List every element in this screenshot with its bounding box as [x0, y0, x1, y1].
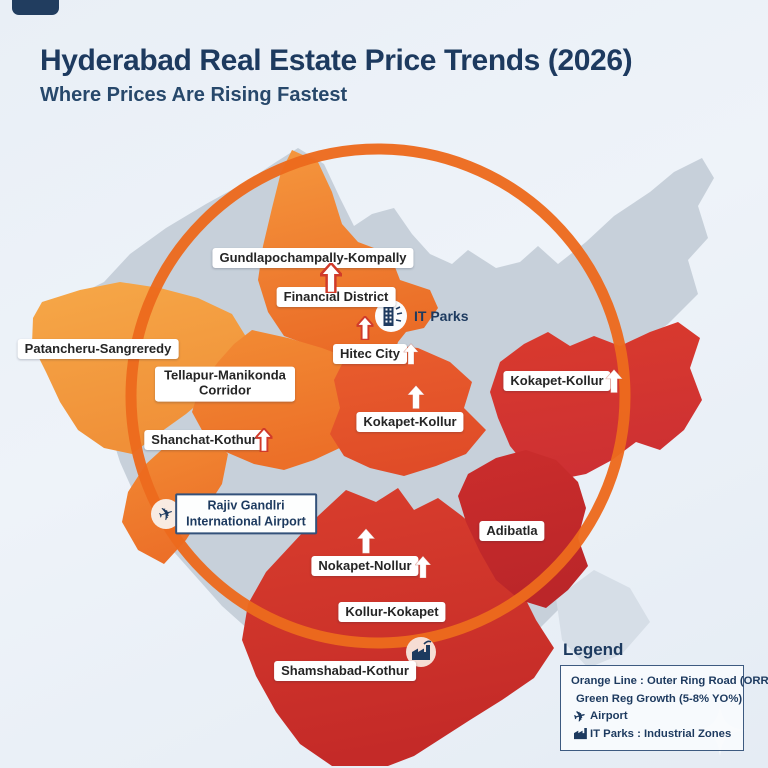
legend-item-growth: Green Reg Growth (5-8% YO%): [569, 691, 742, 709]
legend-heading: Legend: [563, 640, 624, 659]
page-title: Hyderabad Real Estate Price Trends (2026…: [40, 44, 633, 77]
header: Hyderabad Real Estate Price Trends (2026…: [40, 44, 740, 107]
region-label-shamshabad: Shamshabad-Kothur: [274, 661, 416, 681]
region-kokapet-kollur-right: [490, 322, 702, 480]
region-label-financial-district: Financial District: [276, 287, 396, 307]
airport-label-line2: International Airport: [186, 514, 306, 528]
airport-icon: ✈: [151, 499, 181, 529]
region-patancheru-sangreredy: [32, 282, 248, 454]
growth-arrow-icon: [403, 343, 419, 365]
region-label-kokapet-center: Kokapet-Kollur: [356, 412, 464, 432]
legend-item-orr: Orange Line : Outer Ring Road (ORR): [569, 673, 768, 691]
growth-arrow-icon: [605, 369, 623, 393]
growth-arrow-icon: [357, 528, 375, 554]
region-label-gundlapochampally: Gundlapochampally-Kompally: [212, 248, 414, 268]
legend-item-label: Green Reg Growth (5-8% YO%): [576, 692, 743, 705]
page-subtitle: Where Prices Are Rising Fastest: [40, 84, 348, 106]
region-kokapet-kollur-center: [330, 344, 486, 476]
legend-item-label: IT Parks : Industrial Zones: [590, 727, 732, 740]
legend-box: Orange Line : Outer Ring Road (ORR) Gree…: [560, 665, 768, 751]
region-label-shanchat: Shanchat-Kothur: [144, 430, 264, 450]
legend-item-airport: ✈ Airport: [569, 706, 737, 726]
legend-item-label: Airport: [590, 710, 628, 722]
region-label-tellapur: Tellapur-Manikonda Corridor: [155, 366, 295, 402]
airplane-icon: ✈: [571, 706, 588, 726]
region-label-kollur-kokapet: Kollur-Kokapet: [338, 602, 446, 622]
growth-arrow-icon: [255, 428, 273, 452]
growth-arrow-icon: [415, 556, 431, 578]
legend-item-itparks: IT Parks : Industrial Zones: [569, 726, 737, 744]
growth-arrow-icon: [356, 316, 374, 340]
corner-tab-decoration: [12, 0, 59, 15]
region-label-kokapet-right: Kokapet-Kollur: [503, 371, 611, 391]
region-light-gray-patch: [556, 570, 650, 668]
airport-label-line1: Rajiv Gandlri: [207, 498, 285, 513]
legend-item-label: Orange Line : Outer Ring Road (ORR): [571, 675, 768, 687]
it-parks-icon: [375, 300, 407, 332]
svg-text:✈: ✈: [156, 502, 177, 527]
outer-ring-road-line: [125, 143, 631, 649]
it-parks-label: IT Parks: [414, 308, 469, 324]
factory-icon: [406, 637, 436, 667]
region-label-adibatla: Adibatla: [479, 521, 545, 541]
growth-arrow-icon: [320, 263, 342, 293]
region-label-hitec-city: Hitec City: [333, 344, 407, 364]
legend: Legend Orange Line : Outer Ring Road (OR…: [560, 640, 768, 751]
region-airport-zone: [122, 432, 228, 564]
region-label-nokapet: Nokapet-Nollur: [311, 556, 419, 576]
airport-label: Rajiv Gandlri International Airport: [175, 493, 317, 535]
factory-icon: [571, 728, 588, 740]
region-label-patancheru: Patancheru-Sangreredy: [17, 339, 179, 359]
growth-arrow-icon: [407, 385, 425, 409]
